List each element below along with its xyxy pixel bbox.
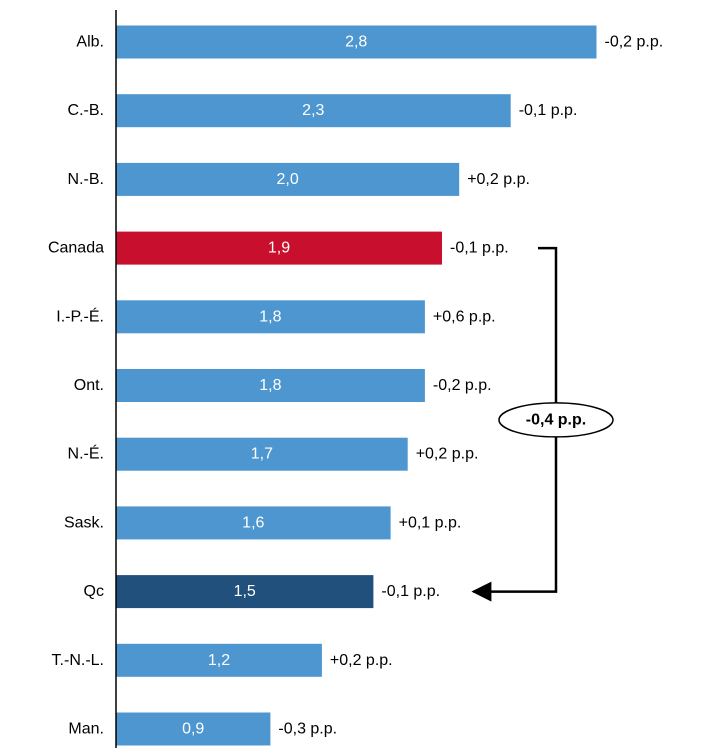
value-label: 2,8: [345, 34, 367, 51]
change-label: -0,1 p.p.: [381, 583, 440, 600]
value-label: 2,0: [276, 171, 298, 188]
bar-n-e: [116, 437, 408, 471]
value-label: 0,9: [182, 721, 204, 738]
bar-c-b: [116, 94, 511, 128]
bar-n-b: [116, 162, 460, 196]
bar-i-p-e: [116, 300, 425, 334]
category-label: N.-B.: [68, 171, 104, 188]
category-label: Sask.: [64, 514, 104, 531]
category-label: I.-P.-É.: [56, 306, 104, 325]
change-label: +0,2 p.p.: [467, 171, 530, 188]
category-label: Canada: [48, 240, 104, 257]
value-label: 1,6: [242, 514, 264, 531]
change-label: -0,3 p.p.: [278, 721, 337, 738]
value-label: 1,7: [251, 446, 273, 463]
change-label: -0,2 p.p.: [433, 377, 492, 394]
value-label: 1,5: [234, 583, 256, 600]
category-label: Qc: [84, 583, 104, 600]
bar-canada: [116, 231, 442, 265]
category-label: N.-É.: [68, 444, 104, 463]
category-label: Alb.: [76, 34, 104, 51]
value-label: 1,8: [259, 308, 281, 325]
category-label: C.-B.: [68, 102, 104, 119]
change-label: +0,2 p.p.: [416, 446, 479, 463]
gap-ellipse: [498, 402, 614, 438]
category-label: T.-N.-L.: [52, 652, 104, 669]
category-label: Man.: [68, 721, 104, 738]
change-label: -0,2 p.p.: [605, 34, 664, 51]
change-label: +0,1 p.p.: [399, 514, 462, 531]
change-label: -0,1 p.p.: [519, 102, 578, 119]
bar-sask: [116, 506, 391, 540]
value-label: 1,9: [268, 240, 290, 257]
bar-t-n-l: [116, 643, 322, 677]
bar-alb: [116, 25, 597, 59]
change-label: +0,6 p.p.: [433, 308, 496, 325]
value-label: 1,8: [259, 377, 281, 394]
value-label: 1,2: [208, 652, 230, 669]
value-label: 2,3: [302, 102, 324, 119]
change-label: +0,2 p.p.: [330, 652, 393, 669]
bar-ont: [116, 369, 425, 402]
gap-label: -0,4 p.p.: [526, 411, 586, 428]
bar-man: [116, 712, 271, 746]
bar-qc: [116, 575, 374, 609]
category-label: Ont.: [74, 377, 104, 394]
change-label: -0,1 p.p.: [450, 240, 509, 257]
